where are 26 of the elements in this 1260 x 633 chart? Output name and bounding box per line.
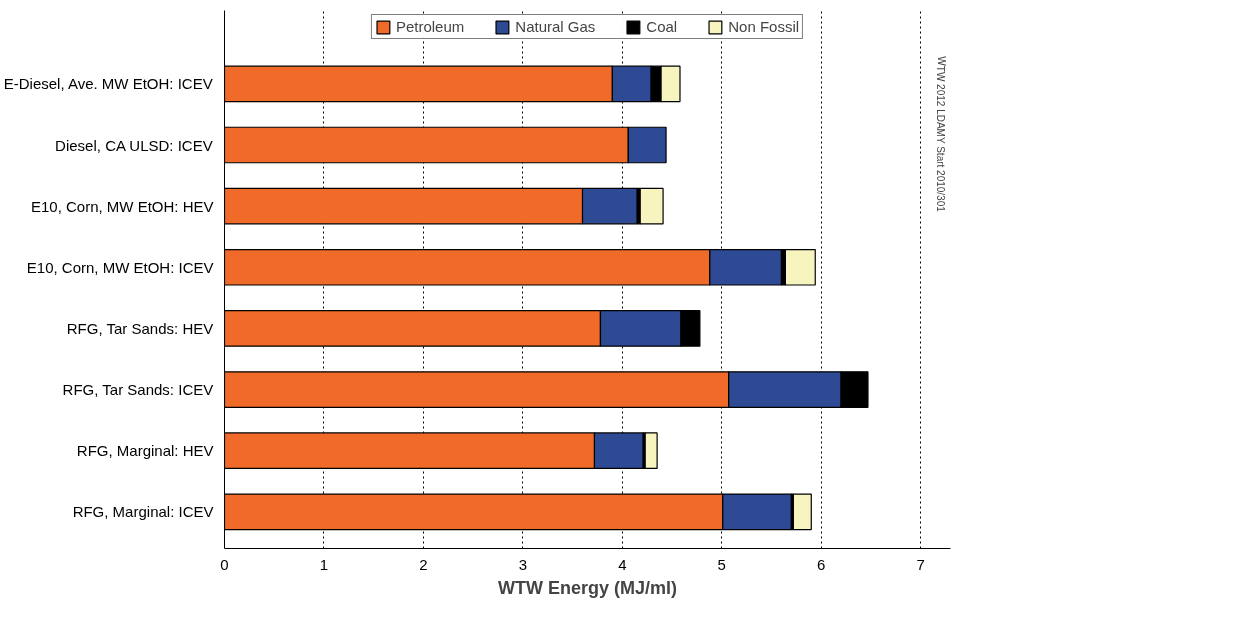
x-tick-label: 7 (916, 555, 925, 573)
bar (644, 432, 658, 470)
y-tick-label: E10, Corn, MW EtOH: ICEV (26, 258, 214, 276)
y-tick-label: RFG, Marginal: ICEV (72, 503, 214, 521)
x-tick-label: 1 (319, 555, 329, 573)
x-axis-title: WTW Energy (MJ/ml) (498, 577, 677, 598)
legend-label: Non Fossil (728, 18, 800, 35)
legend-label: Petroleum (395, 18, 465, 35)
x-tick-label: 0 (220, 555, 229, 573)
legend-label: Coal (646, 18, 678, 35)
x-tick-label: 5 (717, 555, 726, 573)
x-tick-label: 2 (419, 555, 428, 573)
bar (792, 493, 812, 531)
y-tick-label: RFG, Tar Sands: HEV (66, 319, 214, 337)
bar (639, 187, 664, 225)
y-tick-label: RFG, Tar Sands: ICEV (62, 381, 214, 399)
y-tick-label: E10, Corn, MW EtOH: HEV (30, 197, 214, 215)
x-tick-label: 4 (618, 555, 627, 573)
x-tick-label: 6 (817, 555, 826, 573)
y-tick-label: Diesel, CA ULSD: ICEV (55, 136, 213, 154)
bar (784, 248, 816, 286)
legend-label: Natural Gas (515, 18, 596, 35)
x-tick-label: 3 (518, 555, 528, 573)
annotation: WTW 2012 LDAMY Start 2010/301 (935, 56, 947, 213)
y-tick-label: RFG, Marginal: HEV (76, 442, 214, 460)
y-tick-label: E-Diesel, Ave. MW EtOH: ICEV (3, 75, 213, 93)
